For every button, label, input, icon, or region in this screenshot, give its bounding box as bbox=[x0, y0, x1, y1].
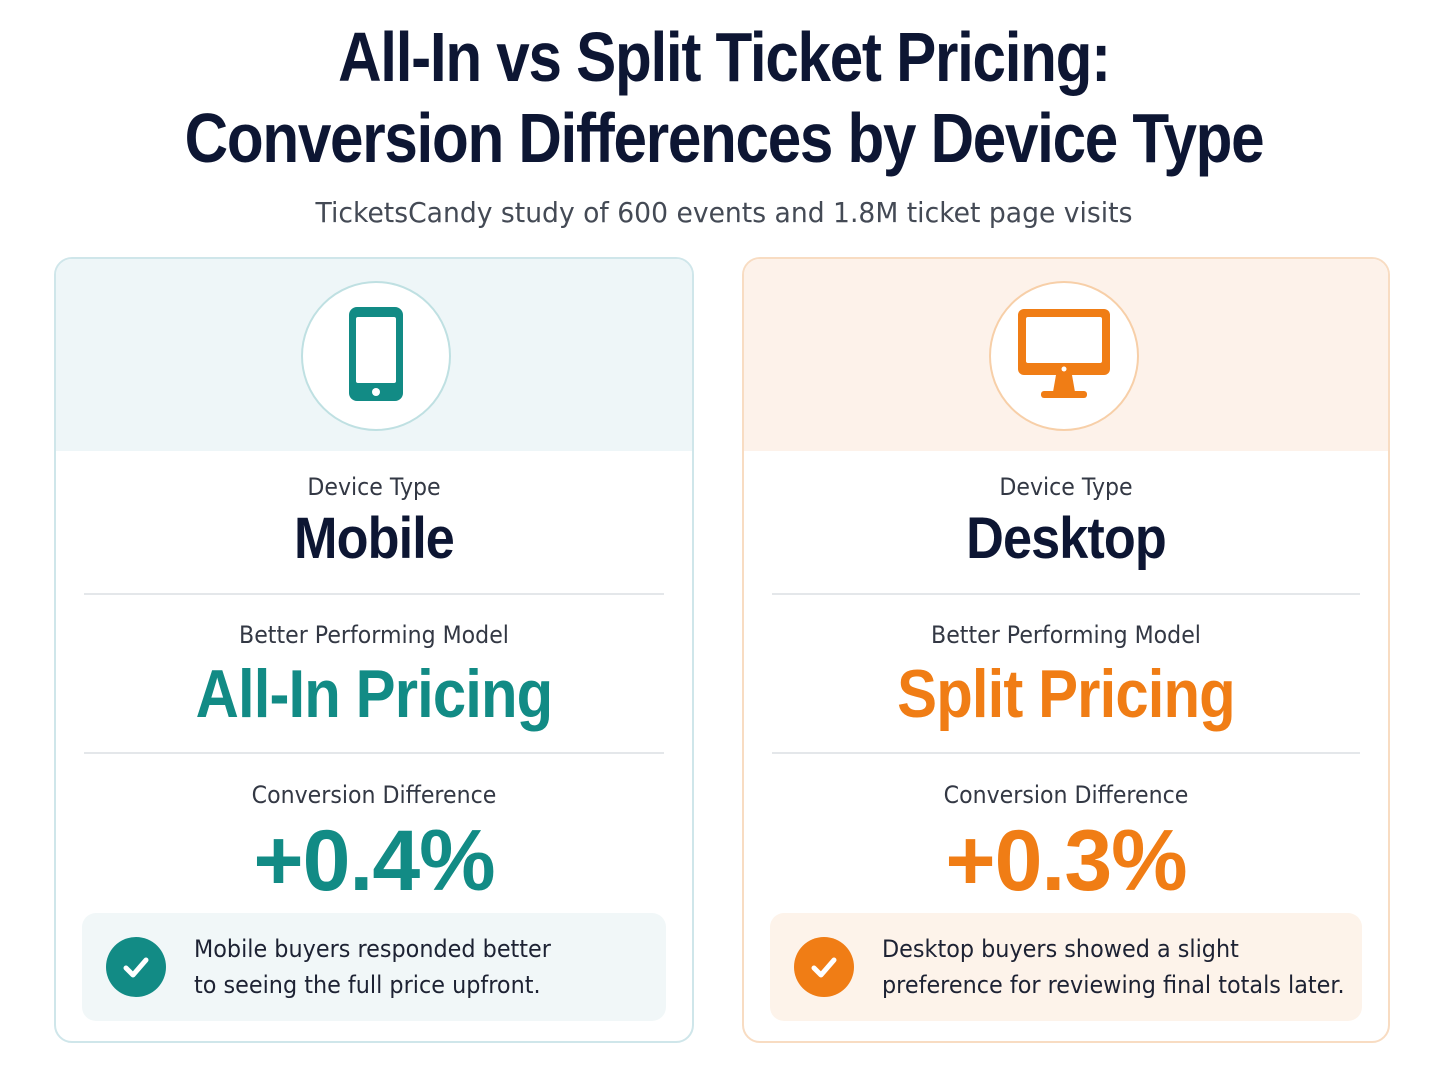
divider bbox=[772, 593, 1360, 595]
mobile-note-text: Mobile buyers responded better to seeing… bbox=[194, 931, 654, 1003]
page-subtitle: TicketsCandy study of 600 events and 1.8… bbox=[315, 196, 1133, 229]
desktop-device-label: Device Type bbox=[999, 473, 1133, 501]
desktop-note-text: Desktop buyers showed a slight preferenc… bbox=[882, 931, 1345, 1003]
smartphone-icon bbox=[346, 304, 406, 409]
mobile-device-label: Device Type bbox=[307, 473, 441, 501]
mobile-conversion-value: +0.4% bbox=[253, 813, 495, 909]
desktop-icon-circle bbox=[989, 281, 1139, 431]
mobile-note-line-1: Mobile buyers responded better bbox=[194, 935, 551, 963]
desktop-note: Desktop buyers showed a slight preferenc… bbox=[770, 913, 1362, 1021]
mobile-conversion-label: Conversion Difference bbox=[251, 781, 497, 809]
mobile-model-name: All-In Pricing bbox=[195, 656, 554, 732]
mobile-model-label: Better Performing Model bbox=[239, 621, 509, 649]
divider bbox=[84, 593, 664, 595]
desktop-conversion-value: +0.3% bbox=[945, 813, 1187, 909]
desktop-device-name: Desktop bbox=[966, 506, 1167, 571]
mobile-card: Device Type Mobile Better Performing Mod… bbox=[54, 257, 694, 1043]
desktop-model-label: Better Performing Model bbox=[931, 621, 1201, 649]
mobile-card-header bbox=[56, 259, 692, 451]
desktop-card: Device Type Desktop Better Performing Mo… bbox=[742, 257, 1390, 1043]
mobile-icon-circle bbox=[301, 281, 451, 431]
desktop-monitor-icon bbox=[1015, 306, 1113, 407]
check-circle-icon bbox=[794, 937, 854, 997]
desktop-conversion-label: Conversion Difference bbox=[943, 781, 1189, 809]
mobile-note: Mobile buyers responded better to seeing… bbox=[82, 913, 666, 1021]
divider bbox=[772, 752, 1360, 754]
mobile-device-name: Mobile bbox=[294, 506, 455, 571]
desktop-note-line-2: preference for reviewing final totals la… bbox=[882, 971, 1345, 999]
desktop-card-header bbox=[744, 259, 1388, 451]
divider bbox=[84, 752, 664, 754]
page-title-line-2: Conversion Differences by Device Type bbox=[184, 99, 1265, 177]
page-title-line-1: All-In vs Split Ticket Pricing: bbox=[338, 18, 1111, 96]
mobile-note-line-2: to seeing the full price upfront. bbox=[194, 971, 541, 999]
desktop-note-line-1: Desktop buyers showed a slight bbox=[882, 935, 1239, 963]
check-circle-icon bbox=[106, 937, 166, 997]
desktop-model-name: Split Pricing bbox=[897, 656, 1236, 732]
